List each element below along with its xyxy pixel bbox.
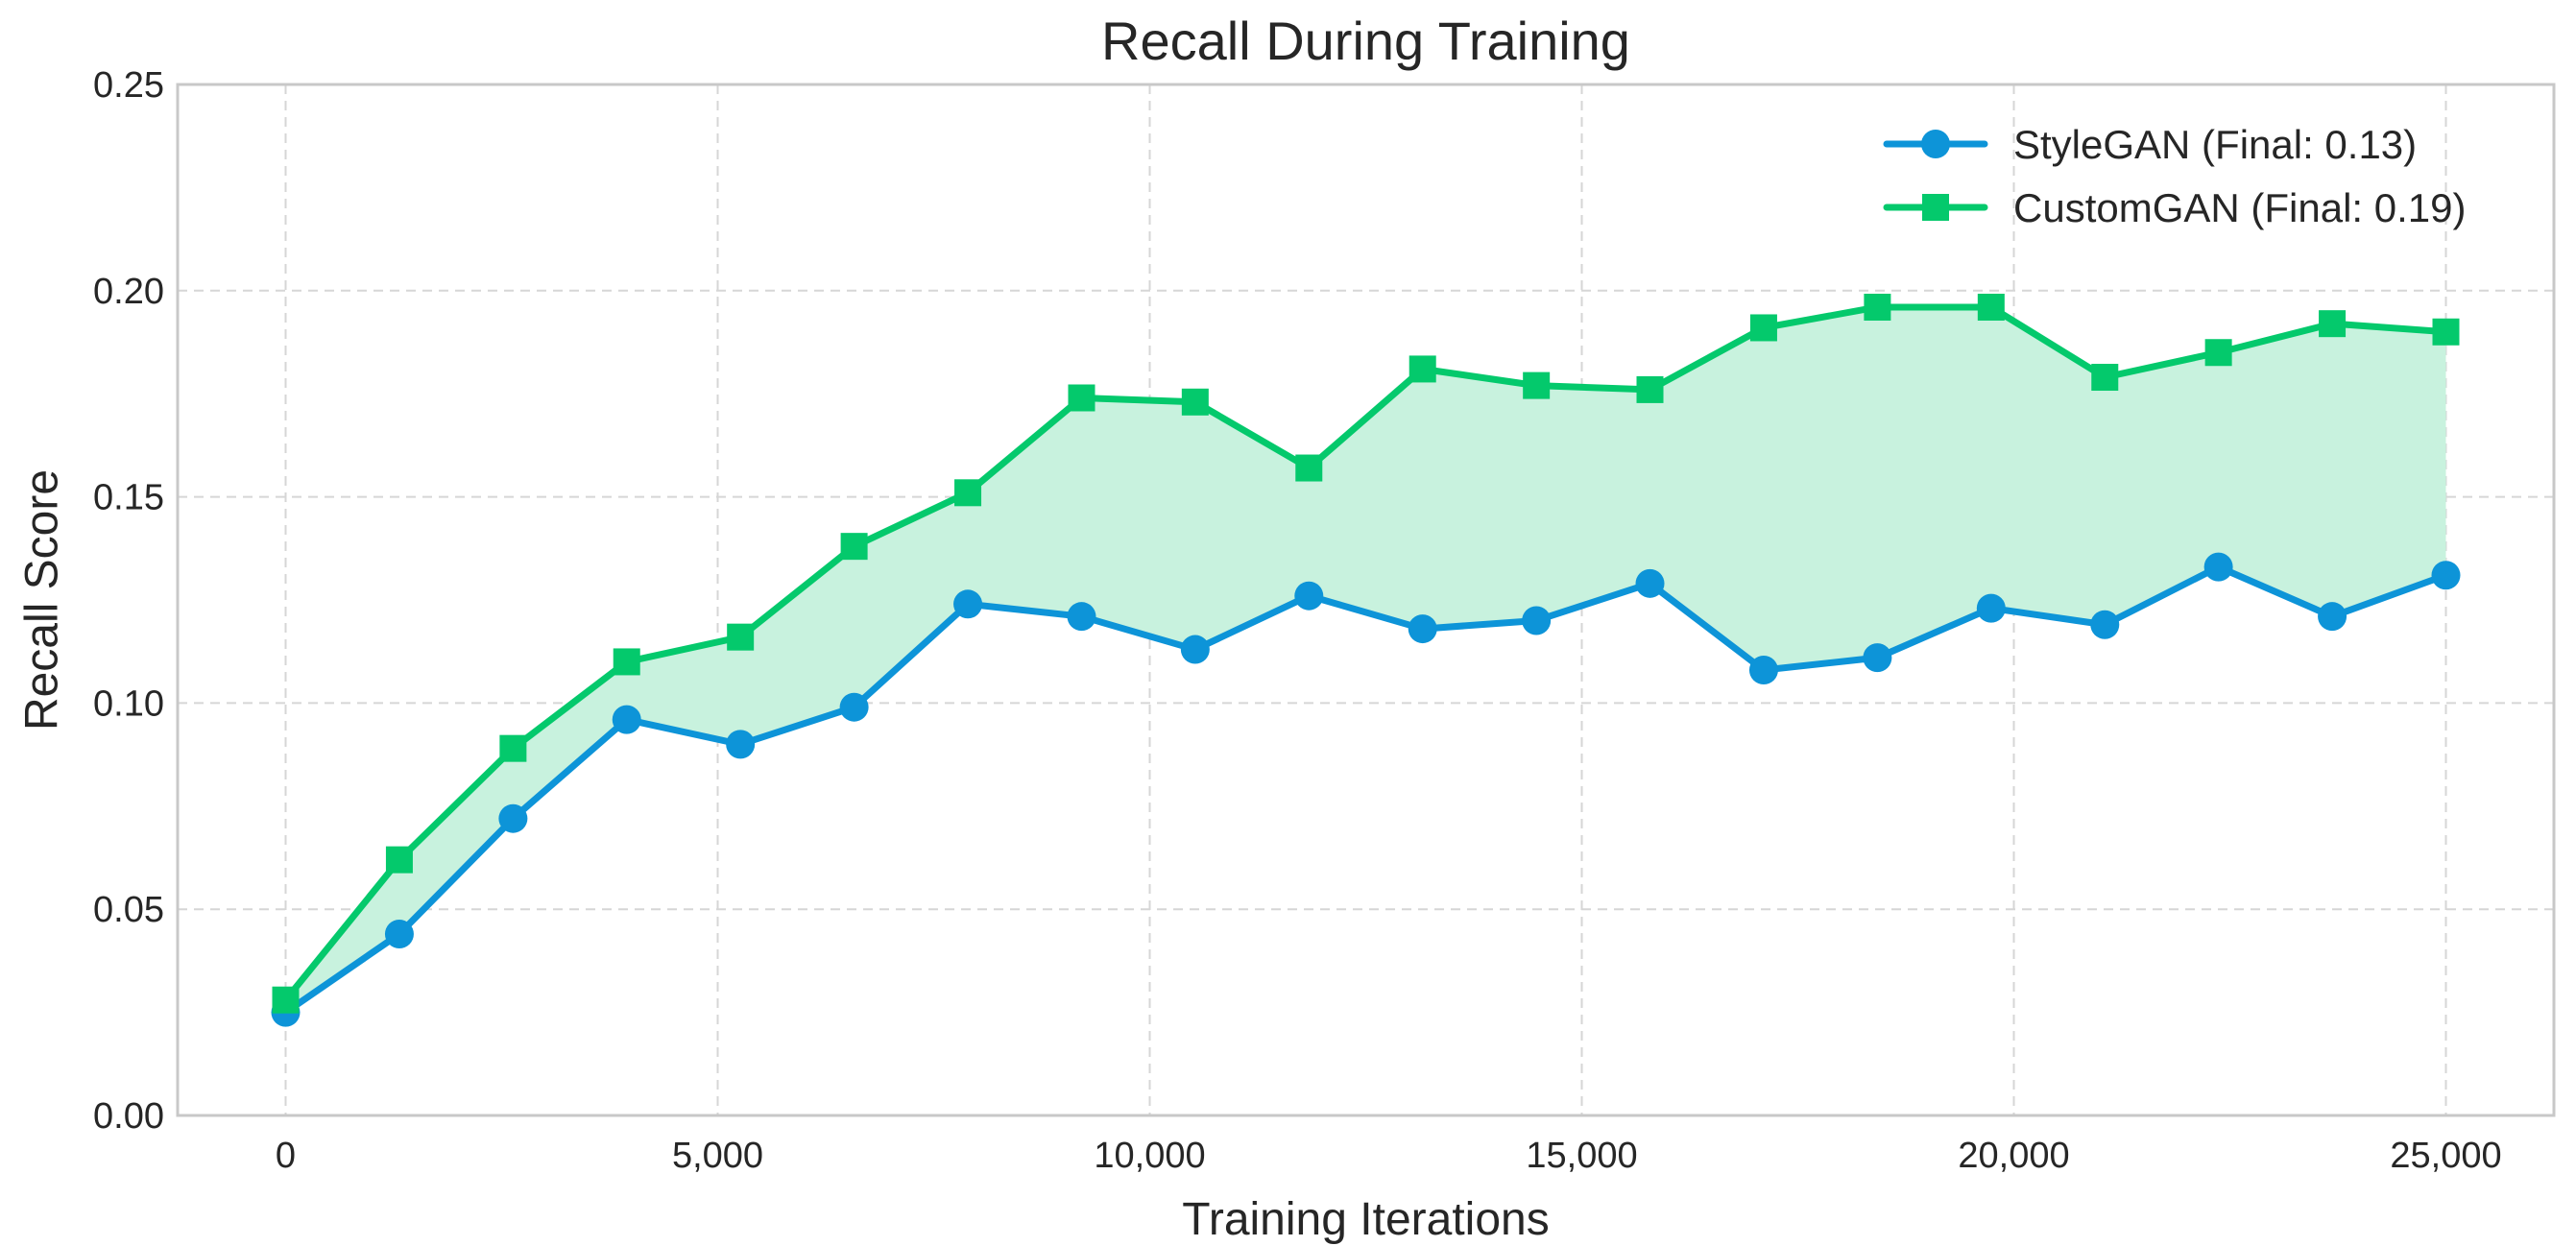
y-tick-label: 0.00: [93, 1096, 164, 1137]
data-point-circle: [1748, 656, 1778, 685]
data-point-square: [1523, 371, 1551, 399]
data-point-square: [2204, 339, 2232, 367]
chart-title: Recall During Training: [1101, 11, 1630, 71]
fill-between-area: [285, 306, 2446, 1013]
data-point-circle: [726, 730, 756, 759]
data-point-square: [1181, 388, 1209, 416]
y-tick-label: 0.20: [93, 272, 164, 312]
data-point-circle: [839, 692, 869, 722]
data-point-circle: [1522, 606, 1552, 635]
x-tick-label: 5,000: [672, 1136, 763, 1176]
data-point-square: [1408, 355, 1436, 383]
data-point-circle: [1067, 602, 1096, 632]
y-tick-label: 0.25: [93, 65, 164, 106]
data-point-circle: [953, 589, 983, 619]
data-point-circle: [1635, 568, 1665, 598]
data-point-circle: [498, 803, 528, 833]
data-point-square: [2432, 318, 2460, 346]
data-point-circle: [1408, 614, 1437, 644]
x-tick-label: 25,000: [2390, 1136, 2501, 1176]
x-axis-title: Training Iterations: [1182, 1194, 1549, 1245]
y-tick-label: 0.10: [93, 683, 164, 724]
x-tick-label: 0: [276, 1136, 296, 1176]
data-point-square: [613, 648, 640, 676]
data-point-circle: [2318, 602, 2347, 632]
data-point-square: [840, 533, 868, 561]
data-point-circle: [2203, 552, 2233, 582]
data-point-square: [1749, 314, 1777, 342]
data-point-square: [727, 623, 755, 651]
y-tick-label: 0.05: [93, 890, 164, 930]
x-tick-label: 10,000: [1094, 1136, 1205, 1176]
data-point-square: [1068, 384, 1095, 412]
data-point-square: [954, 479, 982, 507]
data-point-square: [1864, 293, 1891, 321]
data-point-square: [1295, 454, 1323, 482]
data-point-circle: [1976, 593, 2006, 623]
legend-label: CustomGAN (Final: 0.19): [2013, 185, 2466, 230]
data-point-circle: [1180, 635, 1210, 664]
data-point-square: [2091, 364, 2119, 392]
data-point-circle: [612, 705, 641, 734]
series-line-stylegan: [282, 563, 2449, 1017]
data-point-square: [1977, 293, 2005, 321]
x-tick-label: 15,000: [1526, 1136, 1637, 1176]
data-point-square: [499, 734, 527, 762]
legend-label: StyleGAN (Final: 0.13): [2013, 122, 2417, 167]
x-tick-label: 20,000: [1958, 1136, 2069, 1176]
legend-marker-square: [1922, 194, 1949, 221]
data-point-circle: [384, 919, 414, 948]
data-point-circle: [1294, 581, 1324, 611]
y-axis-title: Recall Score: [17, 469, 68, 731]
series-line-customgan: [282, 303, 2449, 1004]
data-point-circle: [1863, 643, 1892, 673]
data-point-square: [2319, 310, 2347, 338]
data-point-square: [1636, 375, 1664, 403]
data-point-square: [385, 846, 413, 874]
legend: StyleGAN (Final: 0.13) CustomGAN (Final: …: [1883, 122, 2466, 230]
data-point-circle: [2090, 610, 2120, 639]
plot-frame: [176, 83, 2556, 1117]
data-point-square: [272, 986, 300, 1014]
y-tick-label: 0.15: [93, 478, 164, 518]
legend-marker-circle: [1921, 130, 1950, 158]
data-point-circle: [2431, 561, 2461, 590]
